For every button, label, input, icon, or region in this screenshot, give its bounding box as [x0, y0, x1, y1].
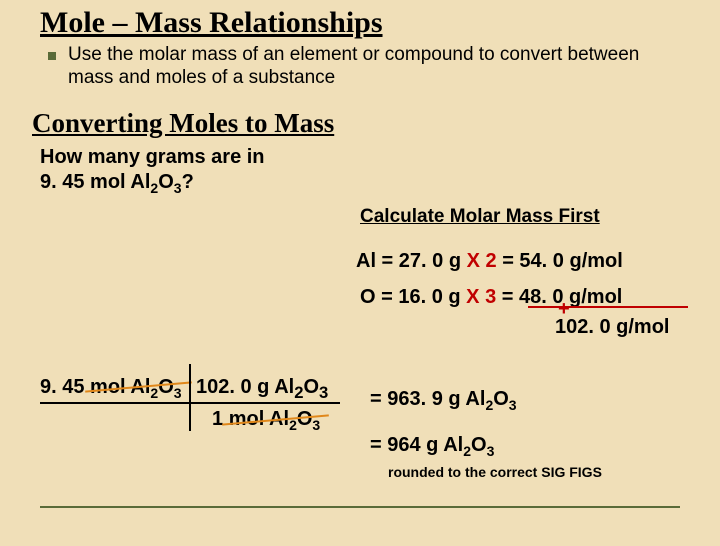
sigfig-note: rounded to the correct SIG FIGS — [388, 464, 602, 480]
question-line2-pre: 9. 45 mol Al — [40, 171, 150, 193]
dim-pre: 9. 45 — [40, 376, 90, 398]
molar-mass-sum: 102. 0 g/mol — [555, 316, 670, 339]
o-pre: O = 16. 0 g — [360, 286, 466, 308]
sum-underline — [528, 306, 688, 308]
result-rounded: = 964 g Al2O3 — [370, 434, 494, 457]
al-mult: X 2 — [467, 250, 497, 272]
bullet-row: Use the molar mass of an element or comp… — [40, 44, 680, 90]
numer-mid: O — [303, 376, 319, 398]
slide-title: Mole – Mass Relationships — [40, 6, 680, 40]
bullet-text: Use the molar mass of an element or comp… — [68, 44, 680, 90]
o-mult: X 3 — [466, 286, 496, 308]
numer-pre: 102. 0 g Al — [196, 376, 294, 398]
dim-mid: O — [158, 376, 174, 398]
calc-molar-mass-heading: Calculate Molar Mass First — [360, 206, 600, 228]
al-post: = 54. 0 g/mol — [497, 250, 623, 272]
question-line2-post: ? — [182, 171, 194, 193]
res2-pre: = 964 g Al — [370, 434, 463, 456]
bullet-square-icon — [48, 52, 56, 60]
res2-sub1: 2 — [463, 443, 471, 459]
result-exact: = 963. 9 g Al2O3 — [370, 388, 517, 411]
fraction-numerator: 102. 0 g Al2O3 — [196, 376, 328, 399]
fraction-vertical-line — [189, 364, 191, 431]
bottom-divider — [40, 506, 680, 508]
fraction-horizontal-line — [40, 402, 340, 404]
dim-sub2: 3 — [174, 385, 182, 401]
al-pre: Al = 27. 0 g — [356, 250, 467, 272]
subtitle: Converting Moles to Mass — [32, 108, 680, 139]
res1-mid: O — [493, 388, 509, 410]
denom-mid: O — [297, 408, 313, 430]
res2-sub2: 3 — [487, 443, 495, 459]
denom-sub2: 3 — [312, 417, 320, 433]
aluminum-calc: Al = 27. 0 g X 2 = 54. 0 g/mol — [356, 250, 623, 273]
denom-pre: 1 — [212, 408, 229, 430]
question-text: How many grams are in 9. 45 mol Al2O3? — [40, 145, 680, 195]
numer-sub2: 3 — [319, 383, 328, 402]
res2-mid: O — [471, 434, 487, 456]
question-line1: How many grams are in — [40, 146, 265, 168]
res1-sub2: 3 — [509, 397, 517, 413]
question-line2-mid: O — [158, 171, 174, 193]
question-sub2: 3 — [174, 180, 182, 196]
res1-pre: = 963. 9 g Al — [370, 388, 485, 410]
